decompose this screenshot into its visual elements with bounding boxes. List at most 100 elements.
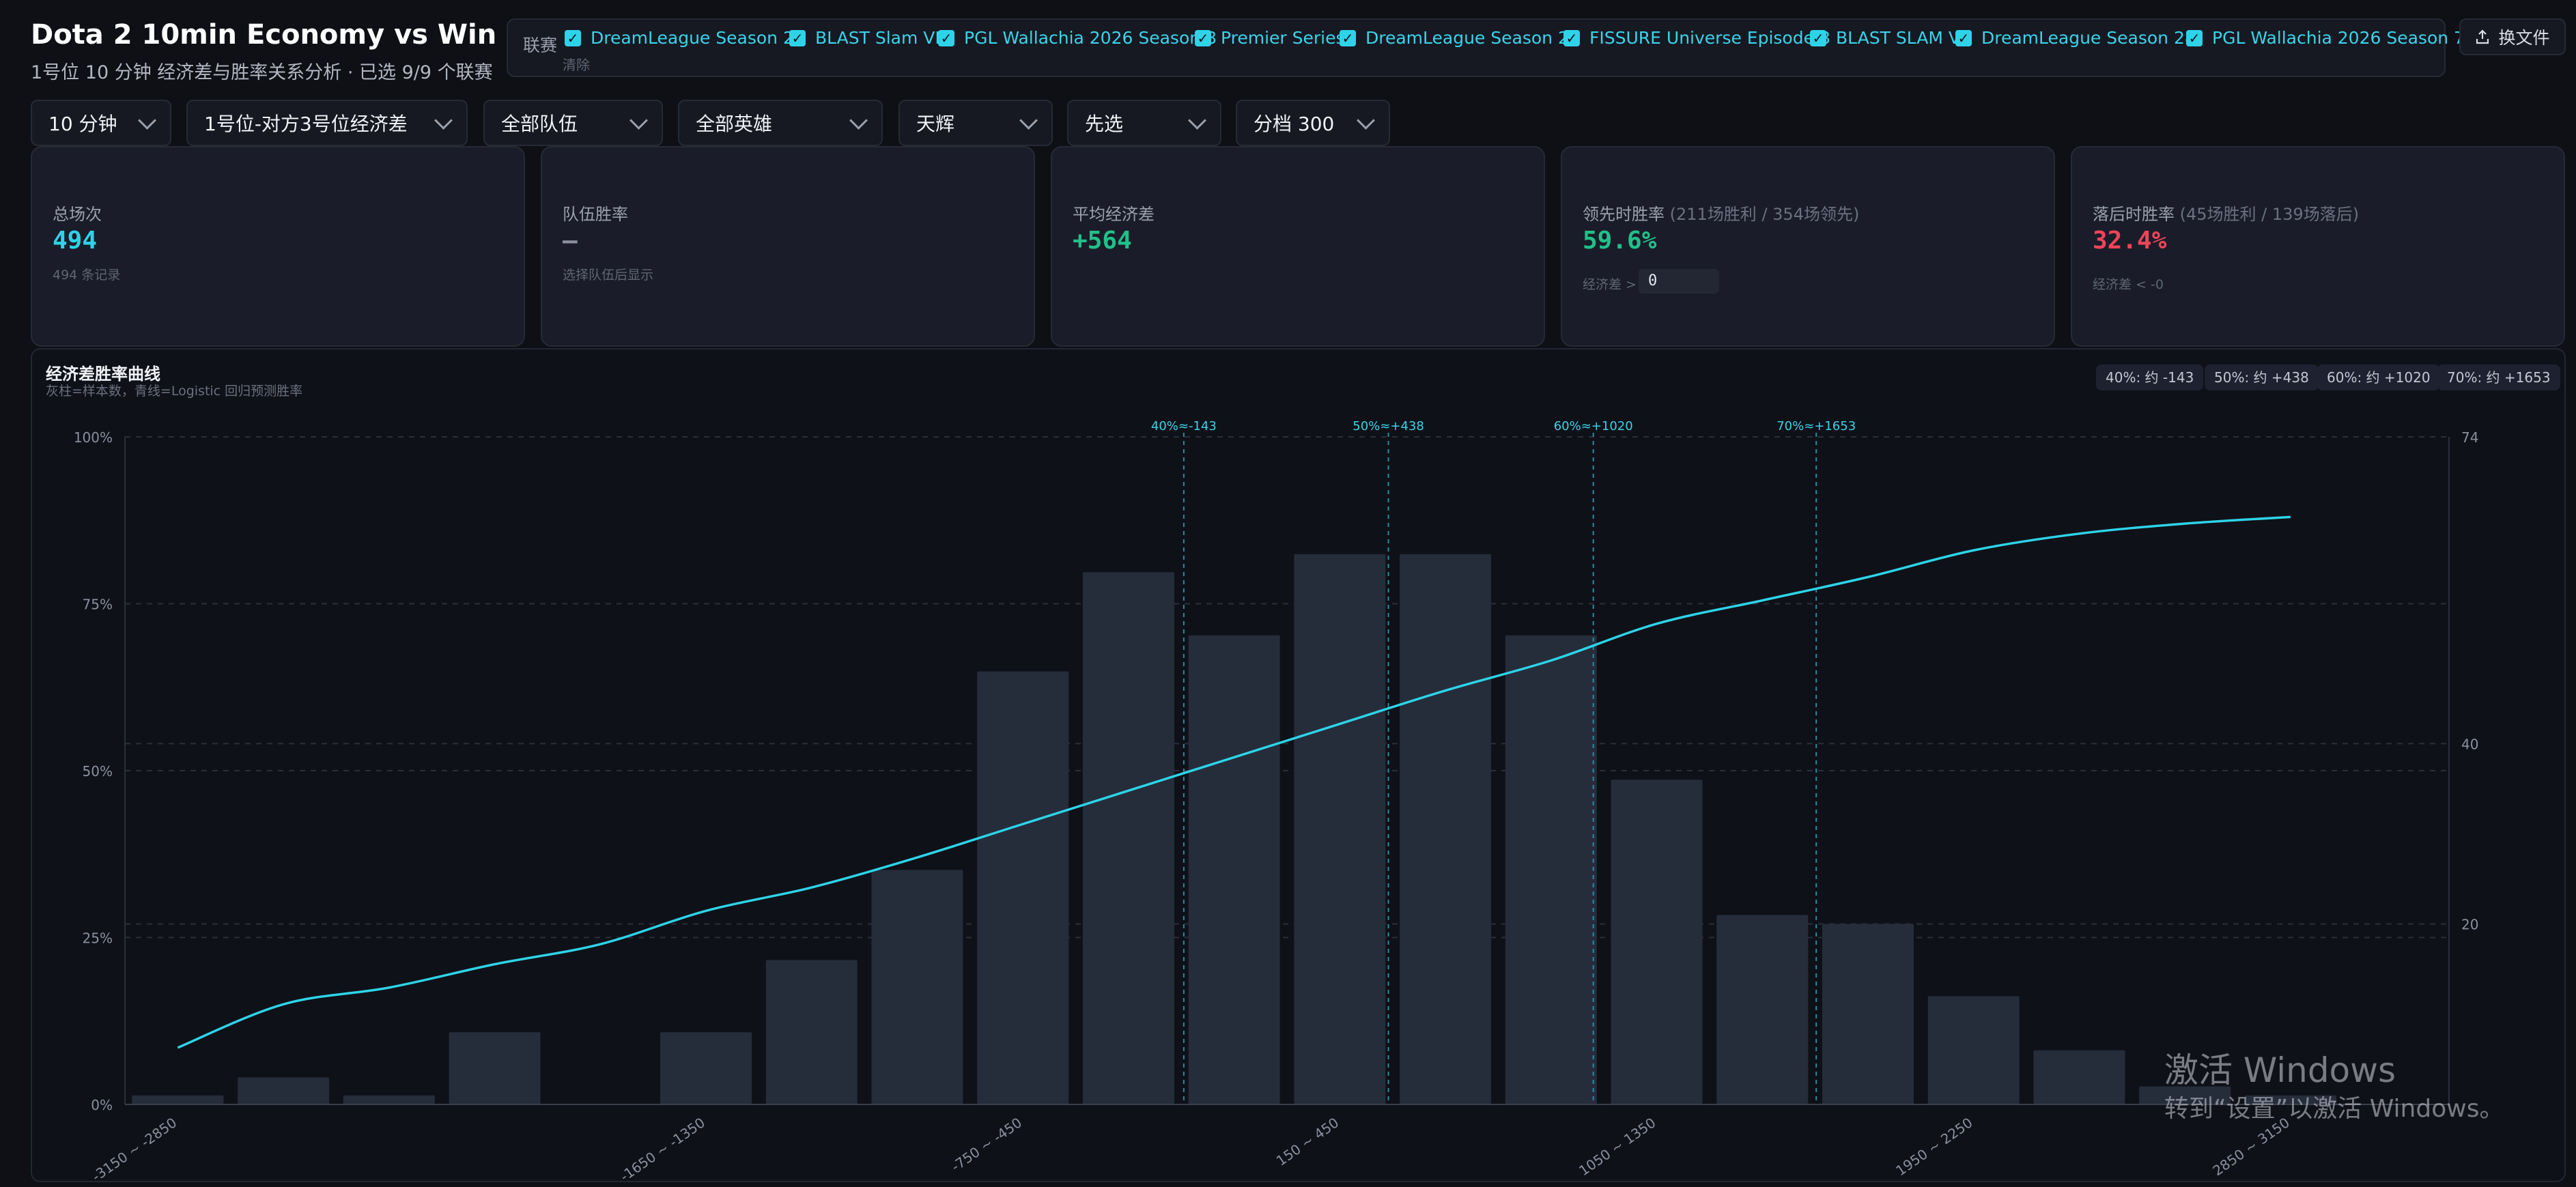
checkmark-icon: ✓ (938, 29, 954, 46)
stat-label: 领先时胜率 (211场胜利 / 354场领先) (1583, 205, 1860, 224)
stat-value: 494 (53, 227, 98, 255)
league-checkbox-fissure-8[interactable]: ✓ FISSURE Universe Episode 8 (1563, 28, 1830, 48)
hero-select[interactable]: 全部英雄 (678, 100, 883, 146)
side-select[interactable]: 天辉 (898, 100, 1053, 146)
checkmark-icon: ✓ (1810, 29, 1826, 46)
bar (1927, 996, 2020, 1104)
threshold-label: 经济差 > (1583, 277, 1637, 292)
stat-label: 落后时胜率 (45场胜利 / 139场落后) (2093, 205, 2360, 224)
winrate-curve (177, 515, 2291, 1049)
league-checkbox-blast-slam-vi[interactable]: ✓ BLAST SLAM VI (1810, 28, 1965, 48)
threshold-label: 50%≈+438 (1353, 419, 1424, 433)
league-checkbox-blast-slam-vii[interactable]: ✓ BLAST Slam VII (789, 28, 945, 48)
checkmark-icon: ✓ (1195, 29, 1211, 46)
bar (1822, 924, 1914, 1104)
threshold-chip-40: 40%: 约 -143 (2096, 364, 2204, 390)
league-checkbox-dreamleague-28[interactable]: ✓ DreamLeague Season 28 (1955, 28, 2196, 48)
stat-note: 经济差 < -0 (2093, 277, 2164, 292)
stat-card-behind-winrate: 落后时胜率 (45场胜利 / 139场落后) 32.4% 经济差 < -0 (2071, 146, 2565, 347)
y-right-tick-label: 40 (2461, 736, 2478, 752)
team-select[interactable]: 全部队伍 (483, 100, 663, 146)
stat-label: 队伍胜率 (563, 205, 628, 224)
league-checkbox-pgl-wallachia-8[interactable]: ✓ PGL Wallachia 2026 Season 8 (938, 28, 1217, 48)
y-left-tick-label: 50% (83, 763, 113, 780)
matchup-select[interactable]: 1号位-对方3号位经济差 (186, 100, 468, 146)
app-title: Dota 2 10min Economy vs Win Rate (31, 19, 578, 51)
y-left-tick-label: 75% (83, 597, 113, 613)
time-select[interactable]: 10 分钟 (31, 100, 171, 146)
app-subtitle: 1号位 10 分钟 经济差与胜率关系分析 · 已选 9/9 个联赛 (31, 62, 493, 83)
league-filter-panel: 联赛 清除 ✓ DreamLeague Season 29 ✓ BLAST Slam… (507, 18, 2465, 77)
stat-value: 32.4% (2093, 227, 2167, 255)
league-checkbox-dreamleague-27[interactable]: ✓ DreamLeague Season 27 (1340, 28, 1580, 48)
y-left-tick-label: 0% (91, 1097, 113, 1113)
x-tick-label: 1050 ~ 1350 (1576, 1114, 1658, 1179)
chart-title: 经济差胜率曲线 (46, 364, 160, 384)
y-left-tick-label: 100% (74, 429, 113, 446)
league-checkbox-dreamleague-29[interactable]: ✓ DreamLeague Season 29 (565, 28, 805, 48)
checkmark-icon: ✓ (1563, 29, 1580, 46)
league-label: 联赛 (523, 35, 558, 55)
threshold-input[interactable]: 0 (1639, 269, 1719, 294)
x-tick-label: 150 ~ 450 (1273, 1114, 1342, 1169)
bar (1716, 915, 1809, 1104)
windows-watermark-title: 激活 Windows (2164, 1050, 2396, 1090)
y-right-tick-label: 74 (2461, 429, 2478, 446)
stat-card-lead-winrate: 领先时胜率 (211场胜利 / 354场领先) 59.6% 经济差 > 0 (1561, 146, 2055, 347)
bar (1400, 554, 1492, 1104)
chart-subtitle: 灰柱=样本数，青线=Logistic 回归预测胜率 (46, 384, 303, 399)
x-tick-label: -3150 ~ -2850 (89, 1114, 180, 1184)
threshold-chip-60: 60%: 约 +1020 (2317, 364, 2440, 390)
upload-icon (2476, 29, 2489, 44)
bar (238, 1077, 330, 1104)
threshold-label: 40%≈-143 (1151, 419, 1217, 433)
pick-order-select[interactable]: 先选 (1067, 100, 1221, 146)
stat-note: 选择队伍后显示 (563, 268, 654, 283)
stat-card-avg-gap: 平均经济差 +564 (1051, 146, 1545, 347)
windows-watermark-subtitle: 转到“设置”以激活 Windows。 (2164, 1095, 2504, 1123)
threshold-chip-50: 50%: 约 +438 (2205, 364, 2319, 390)
x-tick-label: 1950 ~ 2250 (1893, 1114, 1975, 1179)
stat-card-total: 总场次 494 494 条记录 (31, 146, 525, 347)
checkmark-icon: ✓ (1340, 29, 1356, 46)
league-checkbox-premier-series[interactable]: ✓ Premier Series (1195, 28, 1345, 48)
bar (977, 671, 1069, 1104)
league-checkbox-pgl-wallachia-7[interactable]: ✓ PGL Wallachia 2026 Season 7 (2186, 28, 2465, 48)
checkmark-icon: ✓ (789, 29, 806, 46)
bar (1611, 780, 1703, 1104)
stat-note: 494 条记录 (53, 268, 121, 283)
bar (2244, 1095, 2336, 1104)
y-left-tick-label: 25% (83, 930, 113, 947)
threshold-chip-70: 70%: 约 +1653 (2437, 364, 2560, 390)
stat-label: 总场次 (53, 205, 102, 224)
threshold-label: 70%≈+1653 (1777, 419, 1856, 433)
bar (2139, 1086, 2231, 1104)
stat-value: +564 (1073, 227, 1132, 255)
bar (660, 1032, 752, 1104)
x-tick-label: -1650 ~ -1350 (617, 1114, 708, 1184)
stat-value: 59.6% (1583, 227, 1657, 255)
stat-card-team-winrate: 队伍胜率 — 选择队伍后显示 (541, 146, 1035, 347)
bar (1294, 554, 1386, 1104)
bin-select[interactable]: 分档 300 (1236, 100, 1390, 146)
bar (765, 960, 858, 1104)
threshold-label: 60%≈+1020 (1554, 419, 1633, 433)
bar (1082, 572, 1174, 1104)
bar (1505, 635, 1597, 1104)
bar (343, 1095, 435, 1104)
x-tick-label: -750 ~ -450 (948, 1114, 1025, 1175)
bar (2033, 1050, 2125, 1104)
y-right-tick-label: 20 (2461, 917, 2478, 933)
stat-label: 平均经济差 (1073, 205, 1155, 224)
stat-value: — (563, 227, 578, 255)
checkmark-icon: ✓ (565, 29, 581, 46)
bar (449, 1032, 541, 1104)
checkmark-icon: ✓ (2186, 29, 2203, 46)
league-clear-link[interactable]: 清除 (563, 57, 590, 73)
switch-file-button[interactable]: 换文件 (2459, 18, 2566, 55)
bar (132, 1095, 224, 1104)
bar (1188, 635, 1280, 1104)
checkmark-icon: ✓ (1955, 29, 1972, 46)
bar (871, 870, 963, 1104)
